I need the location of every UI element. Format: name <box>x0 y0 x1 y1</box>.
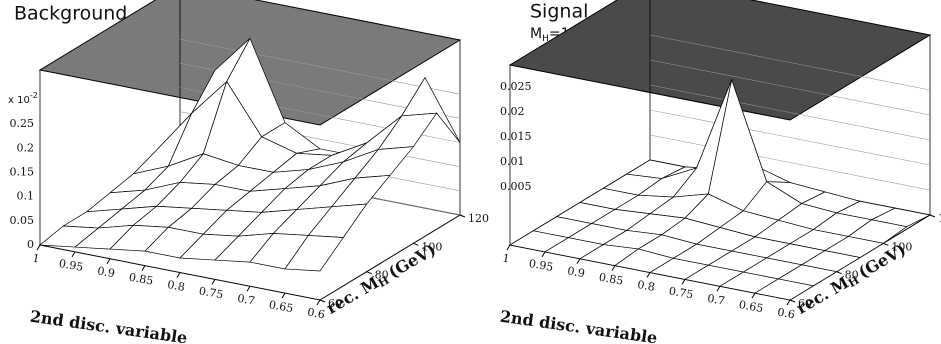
x-tick <box>576 258 581 265</box>
x-tick <box>36 244 41 251</box>
x-tick <box>316 299 321 306</box>
y-tick-label: 60 <box>328 297 342 310</box>
x-tick <box>211 279 216 285</box>
x-tick-label: 0.8 <box>636 278 655 294</box>
x-tick <box>716 285 721 292</box>
x-tick-label: 1 <box>502 251 511 265</box>
y-tick-label: 120 <box>468 212 489 225</box>
x-tick-label: 0.65 <box>268 298 294 315</box>
x-tick-label: 0.9 <box>96 264 115 280</box>
y-tick-label: 60 <box>798 297 812 310</box>
z-tick-label: 0.01 <box>500 155 525 168</box>
y-tick <box>459 214 466 218</box>
x-tick <box>106 258 111 265</box>
x-tick <box>281 292 286 299</box>
y-tick <box>836 271 842 275</box>
y-tick <box>883 242 889 246</box>
grid-line <box>179 38 461 95</box>
y-tick-label: 80 <box>375 269 389 282</box>
chart-title: Signal <box>530 1 588 23</box>
x-tick-label: 0.6 <box>306 306 325 322</box>
y-tick-label: 80 <box>845 269 859 282</box>
grid-line <box>649 109 931 166</box>
x-axis-label: 2nd disc. variable <box>499 307 659 344</box>
z-tick-label: 0.005 <box>500 180 532 193</box>
x-tick <box>611 265 616 271</box>
y-tick <box>366 271 372 275</box>
x-tick-label: 0.6 <box>776 306 795 322</box>
grid-line <box>649 59 931 116</box>
x-tick-label: 0.9 <box>566 264 585 280</box>
x-tick <box>751 292 756 299</box>
z-tick-label: 0 <box>27 238 34 251</box>
z-tick-label: 0.015 <box>500 130 532 143</box>
x-tick-label: 0.95 <box>528 257 554 274</box>
x-tick <box>176 272 181 278</box>
x-tick <box>141 265 146 271</box>
x-tick-label: 1 <box>32 251 41 265</box>
x-tick <box>506 244 511 251</box>
x-tick-label: 0.7 <box>706 292 725 308</box>
surface-patch <box>754 278 815 301</box>
y-tick-label: 100 <box>421 240 442 253</box>
multiplier-exponent: -2 <box>30 91 38 100</box>
grid-line <box>649 84 931 141</box>
x-tick-label: 0.8 <box>166 278 185 294</box>
x-tick <box>681 279 686 285</box>
subtitle-part: H <box>542 34 549 44</box>
z-multiplier: x 10-2 <box>8 91 38 107</box>
y-tick <box>789 299 796 303</box>
x-tick <box>71 251 76 258</box>
x-tick-label: 0.75 <box>198 284 224 301</box>
x-tick-label: 0.65 <box>738 298 764 315</box>
z-tick-label: 0.02 <box>500 105 525 118</box>
y-tick-label: 120 <box>938 212 941 225</box>
x-tick-label: 0.75 <box>668 284 694 301</box>
z-tick-label: 0.15 <box>10 166 35 179</box>
z-tick-label: 0.1 <box>17 190 35 203</box>
multiplier-base: x 10 <box>8 95 30 106</box>
x-tick <box>786 299 791 306</box>
z-tick-label: 0.2 <box>17 141 35 154</box>
surface-patch <box>284 235 344 272</box>
x-tick-label: 0.85 <box>598 271 624 288</box>
z-tick-label: 0.05 <box>10 214 35 227</box>
x-tick-label: 0.95 <box>58 257 84 274</box>
grid-line <box>649 134 931 191</box>
x-tick <box>541 251 546 258</box>
chart-title: Background <box>14 3 127 25</box>
y-tick <box>929 214 936 218</box>
subtitle-part: M <box>530 26 542 42</box>
x-tick <box>246 285 251 292</box>
x-axis-label: 2nd disc. variable <box>29 307 189 344</box>
grid-line <box>649 34 931 91</box>
y-tick-label: 100 <box>891 240 912 253</box>
x-tick-label: 0.7 <box>236 292 255 308</box>
x-tick-label: 0.85 <box>128 271 154 288</box>
y-tick <box>413 242 419 246</box>
z-tick-label: 0.025 <box>500 80 532 93</box>
z-tick-label: 0.25 <box>10 117 35 130</box>
x-tick <box>646 272 651 278</box>
y-tick <box>319 299 326 303</box>
